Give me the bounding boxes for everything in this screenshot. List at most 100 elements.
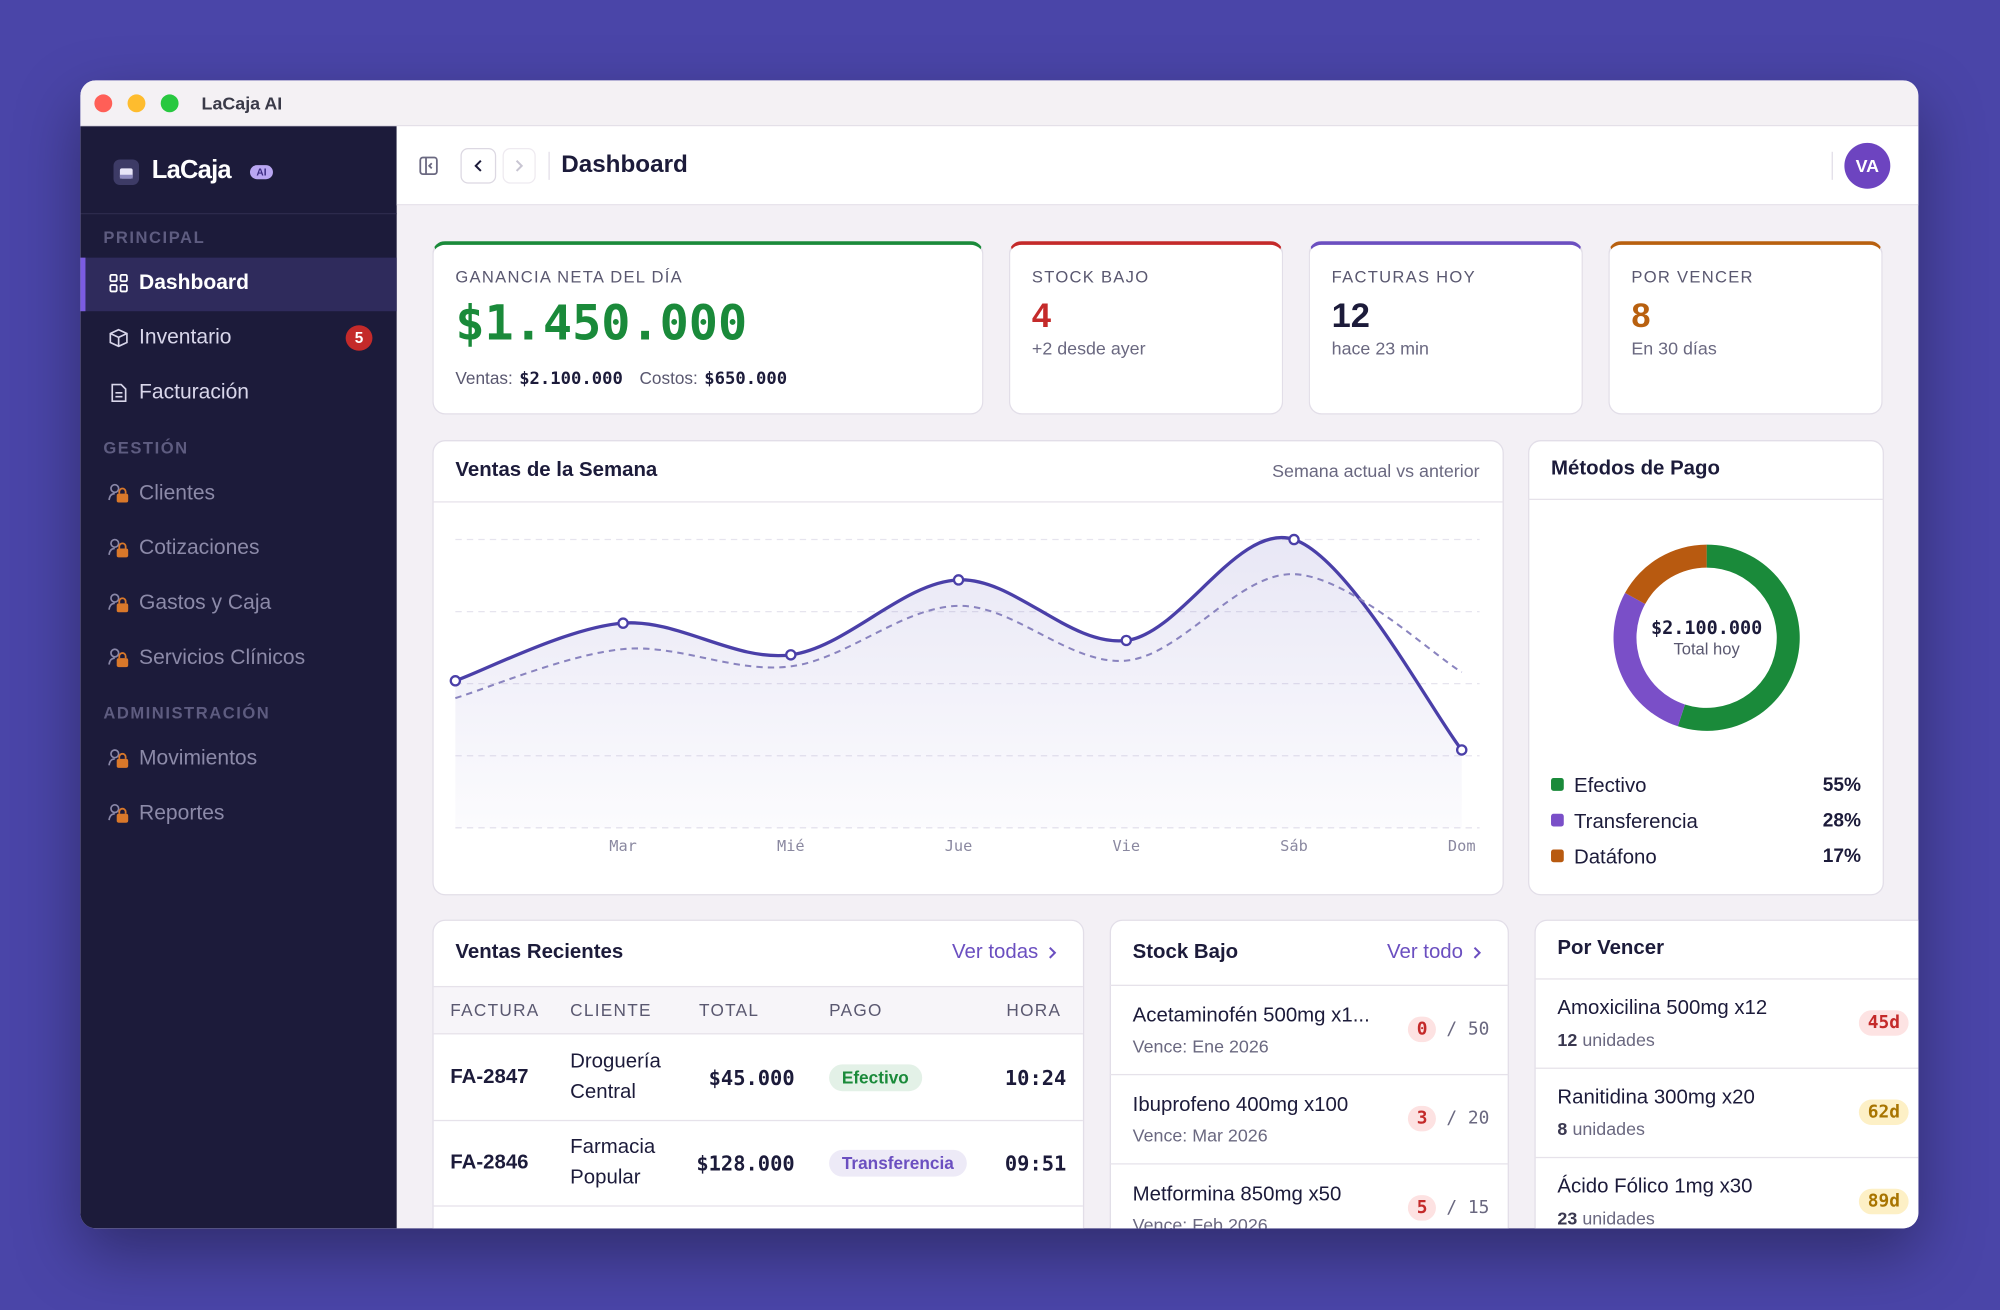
card-divider: [1109, 984, 1509, 986]
stock-badge: 0: [1407, 1016, 1437, 1043]
chart-card: [432, 440, 1504, 896]
nav-item[interactable]: Servicios Clínicos: [139, 646, 306, 670]
top-bar: [396, 126, 1919, 206]
chart-title: Ventas de la Semana: [455, 459, 658, 481]
icon-shape: [110, 804, 120, 814]
title-bar: [80, 80, 1919, 127]
card-title: Ventas Recientes: [455, 941, 624, 964]
icon-shape: [109, 273, 128, 293]
product-units: 23 unidades: [1557, 1208, 1654, 1228]
days-badge: 62d: [1858, 1099, 1909, 1125]
kpi-detail-value: $2.100.000: [519, 368, 623, 390]
product-name: Amoxicilina 500mg x12: [1557, 997, 1768, 1020]
icon-shape: [116, 658, 129, 668]
list-card: [1109, 919, 1509, 1229]
kpi-value: $1.450.000: [455, 294, 748, 351]
window-title: LaCaja AI: [201, 93, 283, 114]
icon-shape: [110, 483, 120, 494]
icon-shape: [108, 593, 120, 610]
brand-badge: AI: [249, 165, 273, 180]
icon-shape: [108, 547, 115, 555]
product-name: Ibuprofeno 400mg x100: [1132, 1094, 1349, 1117]
icon-shape: [110, 749, 120, 759]
nav-item[interactable]: Movimientos: [139, 746, 258, 770]
nav-item[interactable]: Cotizaciones: [139, 536, 260, 560]
kpi-note: +2 desde ayer: [1031, 338, 1146, 359]
card-link[interactable]: Ver todo: [1386, 941, 1464, 964]
list-card: [1534, 919, 1919, 1229]
card-title: Stock Bajo: [1132, 941, 1239, 964]
kpi-card: [1008, 241, 1284, 415]
window-button[interactable]: [94, 94, 113, 113]
forward-button[interactable]: [502, 147, 536, 184]
nav-item[interactable]: Gastos y Caja: [139, 591, 272, 615]
table-header: PAGO: [829, 1000, 883, 1020]
client-name: Droguería Central: [570, 1051, 661, 1104]
icon-shape: [1473, 946, 1482, 959]
product-expiry: Vence: Mar 2026: [1132, 1124, 1268, 1146]
sidebar-toggle[interactable]: [418, 156, 438, 176]
icon-shape: [116, 597, 129, 613]
icon-shape: [119, 273, 128, 283]
table-header-bg: [433, 985, 1083, 1035]
icon-shape: [109, 328, 128, 348]
sale-total: $128.000: [696, 1151, 795, 1176]
kpi-label: FACTURAS HOY: [1331, 267, 1476, 287]
kpi-card: [1608, 241, 1883, 415]
chart-card: [1528, 440, 1884, 896]
icon-shape: [108, 538, 120, 555]
icon-shape: [425, 157, 433, 175]
nav-section-title: PRINCIPAL: [103, 227, 206, 247]
logo-icon: [113, 159, 140, 185]
icon-shape: [119, 174, 133, 179]
nav-item[interactable]: Facturación: [139, 380, 250, 404]
link-chevron: [1049, 946, 1057, 959]
product-name: Metformina 850mg x50: [1132, 1183, 1342, 1206]
icon-shape: [116, 758, 129, 768]
stock-min: / 15: [1446, 1197, 1490, 1219]
nav-item[interactable]: Inventario: [139, 325, 232, 349]
nav-icon: [111, 383, 127, 402]
kpi-details: Ventas: $2.100.000 Costos: $650.000: [455, 369, 787, 389]
icon-shape: [108, 758, 115, 766]
card-divider: [1528, 498, 1884, 500]
icon-shape: [108, 602, 115, 610]
icon-shape: [110, 593, 120, 603]
icon-shape: [116, 603, 129, 613]
sale-total: $45.000: [708, 1065, 795, 1090]
units-count: 23: [1557, 1207, 1578, 1229]
kpi-label: STOCK BAJO: [1031, 267, 1150, 287]
nav-section-title: ADMINISTRACIÓN: [103, 703, 271, 723]
nav-icon-locked: [108, 593, 129, 613]
app-window: LaCaja AI LaCaja AI PRINCIPAL Dashboard Inven…: [80, 80, 1919, 1229]
icon-shape: [110, 648, 120, 658]
icon-shape: [108, 812, 115, 821]
chart-title: Métodos de Pago: [1551, 457, 1720, 480]
icon-shape: [118, 652, 127, 659]
window-button[interactable]: [160, 94, 179, 113]
window-button[interactable]: [127, 94, 146, 113]
row-divider: [433, 1119, 1083, 1122]
nav-item[interactable]: Clientes: [139, 481, 216, 505]
kpi-value: 4: [1031, 296, 1052, 335]
nav-icon-locked: [108, 483, 129, 503]
nav-icon-locked: [108, 804, 129, 823]
table-header: CLIENTE: [570, 1000, 652, 1020]
days-badge: 89d: [1858, 1188, 1909, 1215]
product-name: Ácido Fólico 1mg x30: [1557, 1176, 1753, 1198]
nav-active-bg[interactable]: [80, 257, 397, 312]
icon-shape: [116, 548, 129, 558]
table-header: FACTURA: [450, 1000, 540, 1020]
nav-item[interactable]: Dashboard: [139, 271, 249, 295]
invoice-id: FA-2847: [450, 1066, 529, 1089]
link-chevron: [1473, 946, 1482, 959]
card-link[interactable]: Ver todas: [952, 941, 1039, 964]
product-expiry: Vence: Feb 2026: [1132, 1214, 1268, 1229]
stock-min: / 20: [1446, 1108, 1490, 1129]
payment-badge: Transferencia: [829, 1149, 967, 1177]
back-button[interactable]: [460, 147, 497, 184]
avatar[interactable]: [1844, 142, 1891, 189]
nav-item[interactable]: Reportes: [139, 801, 225, 825]
